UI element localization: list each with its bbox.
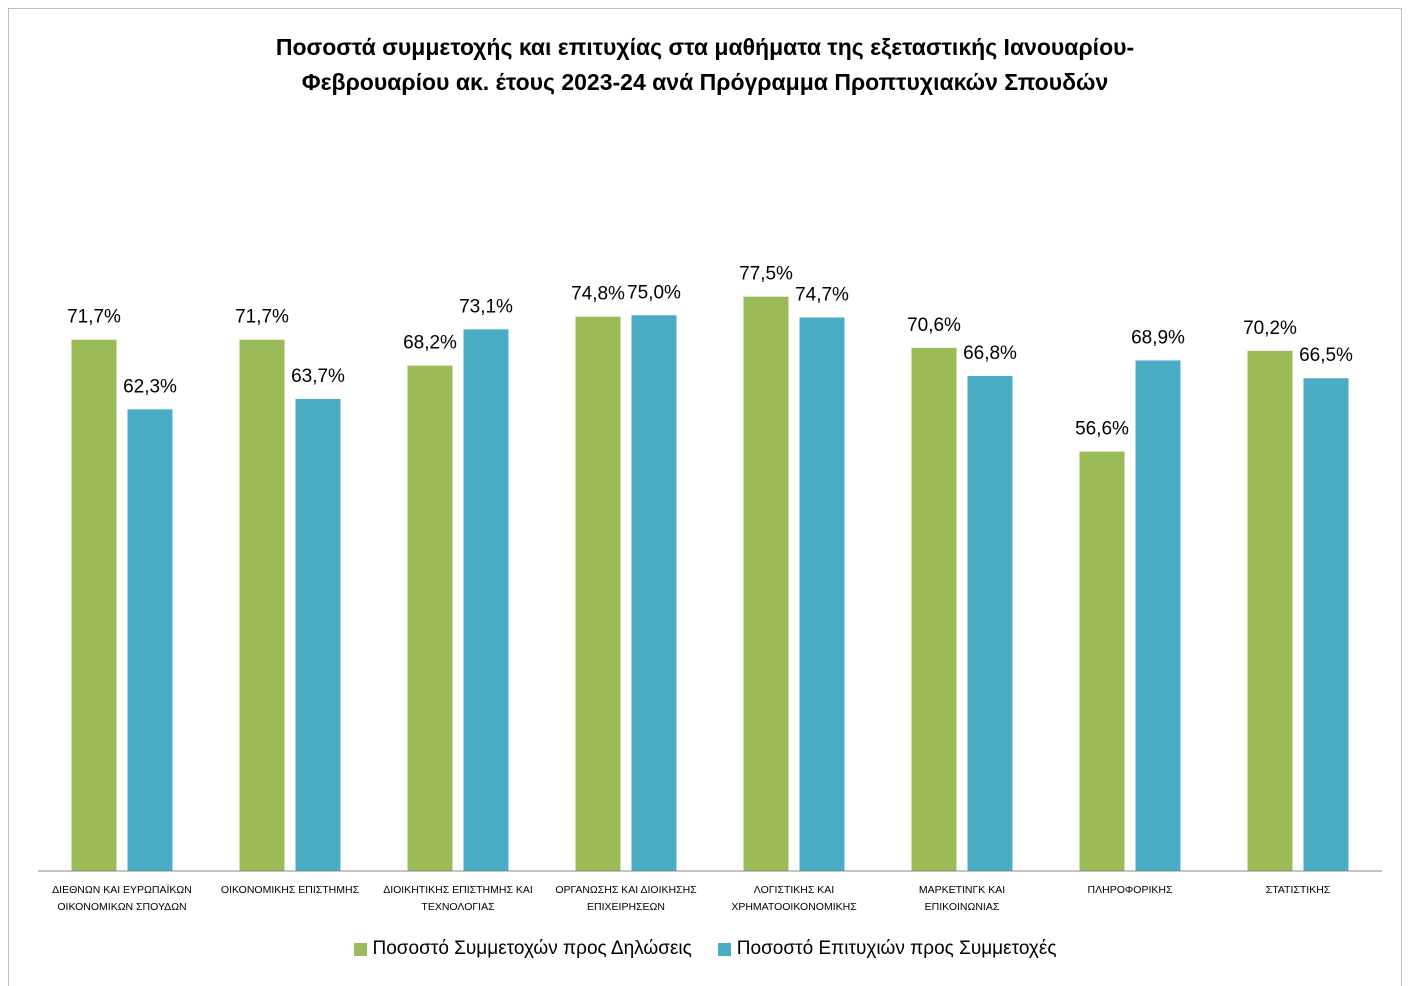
bar-success-2	[463, 329, 509, 872]
legend-label-success: Ποσοστό Επιτυχιών προς Συμμετοχές	[736, 938, 1057, 959]
bar-participation-4	[743, 296, 789, 872]
category-label-3-line-1: ΕΠΙΧΕΙΡΗΣΕΩΝ	[587, 901, 665, 913]
bar-success-5	[967, 376, 1013, 871]
category-label-3-line-0: ΟΡΓΑΝΩΣΗΣ ΚΑΙ ΔΙΟΙΚΗΣΗΣ	[555, 884, 697, 896]
category-label-7-line-0: ΣΤΑΤΙΣΤΙΚΗΣ	[1266, 884, 1331, 896]
data-label-success-2: 73,1%	[459, 296, 513, 317]
legend-item-participation: Ποσοστό Συμμετοχών προς Δηλώσεις	[353, 938, 692, 960]
chart-title: Ποσοστά συμμετοχής και επιτυχίας στα μαθ…	[0, 30, 1410, 100]
data-label-success-7: 66,5%	[1299, 345, 1353, 366]
bar-success-1	[295, 398, 341, 871]
data-label-participation-7: 70,2%	[1243, 318, 1297, 339]
legend-item-success: Ποσοστό Επιτυχιών προς Συμμετοχές	[717, 938, 1057, 960]
data-label-success-1: 63,7%	[291, 366, 345, 387]
bar-participation-7	[1247, 350, 1293, 871]
data-label-participation-5: 70,6%	[907, 315, 961, 336]
category-label-0-line-1: ΟΙΚΟΝΟΜΙΚΩΝ ΣΠΟΥΔΩΝ	[57, 901, 186, 913]
chart-title-line-2: Φεβρουαρίου ακ. έτους 2023-24 ανά Πρόγρα…	[301, 69, 1109, 95]
data-label-participation-1: 71,7%	[235, 307, 289, 328]
bar-participation-1	[239, 339, 285, 871]
bar-participation-2	[407, 365, 453, 871]
bar-success-3	[631, 315, 677, 871]
bar-participation-6	[1079, 451, 1125, 871]
bar-success-6	[1135, 360, 1181, 871]
legend-swatch-participation	[353, 942, 367, 956]
category-label-5-line-0: ΜΑΡΚΕΤΙΝΓΚ ΚΑΙ	[919, 884, 1005, 896]
legend-swatch-success	[717, 942, 731, 956]
bar-participation-3	[575, 316, 621, 871]
category-label-2-line-1: ΤΕΧΝΟΛΟΓΙΑΣ	[421, 901, 495, 913]
bar-success-0	[127, 409, 173, 871]
data-label-success-4: 74,7%	[795, 284, 849, 305]
data-label-success-0: 62,3%	[123, 376, 177, 397]
category-label-0-line-0: ΔΙΕΘΝΩΝ ΚΑΙ ΕΥΡΩΠΑΪΚΩΝ	[52, 884, 192, 896]
data-label-participation-2: 68,2%	[403, 333, 457, 354]
bar-success-4	[799, 317, 845, 871]
data-label-success-5: 66,8%	[963, 343, 1017, 364]
chart-legend: Ποσοστό Συμμετοχών προς Δηλώσεις Ποσοστό…	[0, 938, 1410, 960]
data-label-participation-4: 77,5%	[739, 264, 793, 285]
data-label-success-3: 75,0%	[627, 282, 681, 303]
legend-label-participation: Ποσοστό Συμμετοχών προς Δηλώσεις	[372, 938, 692, 959]
data-label-participation-6: 56,6%	[1075, 419, 1129, 440]
bar-success-7	[1303, 378, 1349, 871]
category-label-4-line-0: ΛΟΓΙΣΤΙΚΗΣ ΚΑΙ	[754, 884, 834, 896]
bar-participation-0	[71, 339, 117, 871]
chart-title-line-1: Ποσοστά συμμετοχής και επιτυχίας στα μαθ…	[275, 34, 1135, 60]
category-label-4-line-1: ΧΡΗΜΑΤΟΟΙΚΟΝΟΜΙΚΗΣ	[731, 901, 857, 913]
category-label-5-line-1: ΕΠΙΚΟΙΝΩΝΙΑΣ	[925, 901, 1000, 913]
data-label-success-6: 68,9%	[1131, 327, 1185, 348]
data-label-participation-3: 74,8%	[571, 284, 625, 305]
category-label-6-line-0: ΠΛΗΡΟΦΟΡΙΚΗΣ	[1088, 884, 1173, 896]
data-label-participation-0: 71,7%	[67, 307, 121, 328]
category-label-1-line-0: ΟΙΚΟΝΟΜΙΚΗΣ ΕΠΙΣΤΗΜΗΣ	[221, 884, 360, 896]
category-label-2-line-0: ΔΙΟΙΚΗΤΙΚΗΣ ΕΠΙΣΤΗΜΗΣ ΚΑΙ	[383, 884, 533, 896]
bar-participation-5	[911, 347, 957, 871]
